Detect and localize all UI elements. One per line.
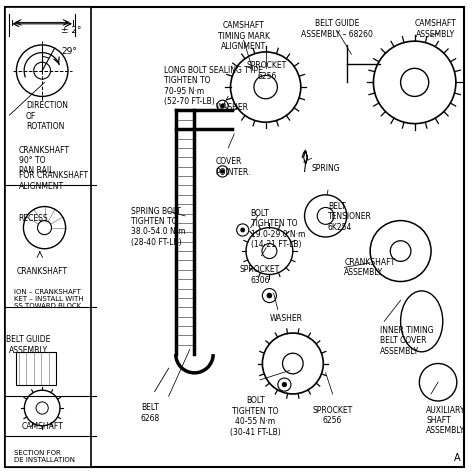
Circle shape (240, 228, 245, 232)
Text: SPROCKET
6306: SPROCKET 6306 (240, 265, 280, 284)
Text: SPRING BOLT
TIGHTEN TO
38.0-54.0 N·m
(28-40 FT-LB): SPRING BOLT TIGHTEN TO 38.0-54.0 N·m (28… (131, 207, 186, 247)
Text: AUXILIARY
SHAFT
ASSEMBLY: AUXILIARY SHAFT ASSEMBLY (427, 406, 466, 436)
Text: BELT
6268: BELT 6268 (140, 403, 160, 423)
Text: WASHER: WASHER (216, 103, 248, 112)
Text: BOLT
TIGHTEN TO
19.0-29.0 N·m
(14-21 FT-LB): BOLT TIGHTEN TO 19.0-29.0 N·m (14-21 FT-… (251, 209, 305, 249)
Text: FOR CRANKSHAFT
ALIGNMENT: FOR CRANKSHAFT ALIGNMENT (19, 172, 88, 191)
Text: SECTION FOR
DE INSTALLATION: SECTION FOR DE INSTALLATION (14, 450, 75, 463)
Circle shape (220, 103, 225, 108)
Text: CRANKSHAFT: CRANKSHAFT (17, 267, 68, 276)
Text: BELT
TENSIONER
6K254: BELT TENSIONER 6K254 (328, 202, 372, 232)
Text: BELT GUIDE
ASSEMBLY – 68260: BELT GUIDE ASSEMBLY – 68260 (301, 19, 374, 38)
Text: BELT GUIDE
ASSEMBLY: BELT GUIDE ASSEMBLY (6, 336, 50, 355)
Text: CAMSHAFT
ASSEMBLY: CAMSHAFT ASSEMBLY (415, 19, 456, 38)
Text: CAMSHAFT
TIMING MARK
ALIGNMENT: CAMSHAFT TIMING MARK ALIGNMENT (218, 21, 270, 51)
Text: SPROCKET
6256: SPROCKET 6256 (247, 61, 287, 81)
Text: A: A (454, 453, 460, 463)
Text: DIRECTION
OF
ROTATION: DIRECTION OF ROTATION (26, 101, 68, 131)
Text: CRANKSHAFT
90° TO
PAN RAIL: CRANKSHAFT 90° TO PAN RAIL (19, 146, 70, 175)
Text: SPRING: SPRING (311, 164, 340, 173)
Bar (17, 352, 56, 384)
Bar (5, 8, 91, 466)
Circle shape (266, 293, 272, 298)
Text: CAMSHAFT: CAMSHAFT (21, 422, 63, 431)
Text: LONG BOLT SEALING TYPE
TIGHTEN TO
70-95 N·m
(52-70 FT-LB): LONG BOLT SEALING TYPE TIGHTEN TO 70-95 … (164, 66, 263, 106)
Text: ± 2°: ± 2° (61, 26, 82, 35)
Text: BOLT
TIGHTEN TO
40-55 N·m
(30-41 FT-LB): BOLT TIGHTEN TO 40-55 N·m (30-41 FT-LB) (230, 396, 281, 437)
Text: COVER
POINTER.: COVER POINTER. (216, 157, 251, 177)
Text: 29°: 29° (61, 47, 77, 56)
Circle shape (282, 382, 287, 387)
Text: INNER TIMING
BELT COVER
ASSEMBLY: INNER TIMING BELT COVER ASSEMBLY (380, 326, 433, 356)
Text: RECESS: RECESS (19, 214, 48, 223)
Text: ION – CRANKSHAFT
KET – INSTALL WITH
SS TOWARD BLOCK: ION – CRANKSHAFT KET – INSTALL WITH SS T… (14, 289, 84, 309)
Circle shape (220, 169, 225, 173)
Text: CRANKSHAFT
ASSEMBLY: CRANKSHAFT ASSEMBLY (345, 258, 395, 277)
Text: WASHER: WASHER (269, 314, 302, 323)
Text: SPROCKET
6256: SPROCKET 6256 (312, 406, 353, 425)
